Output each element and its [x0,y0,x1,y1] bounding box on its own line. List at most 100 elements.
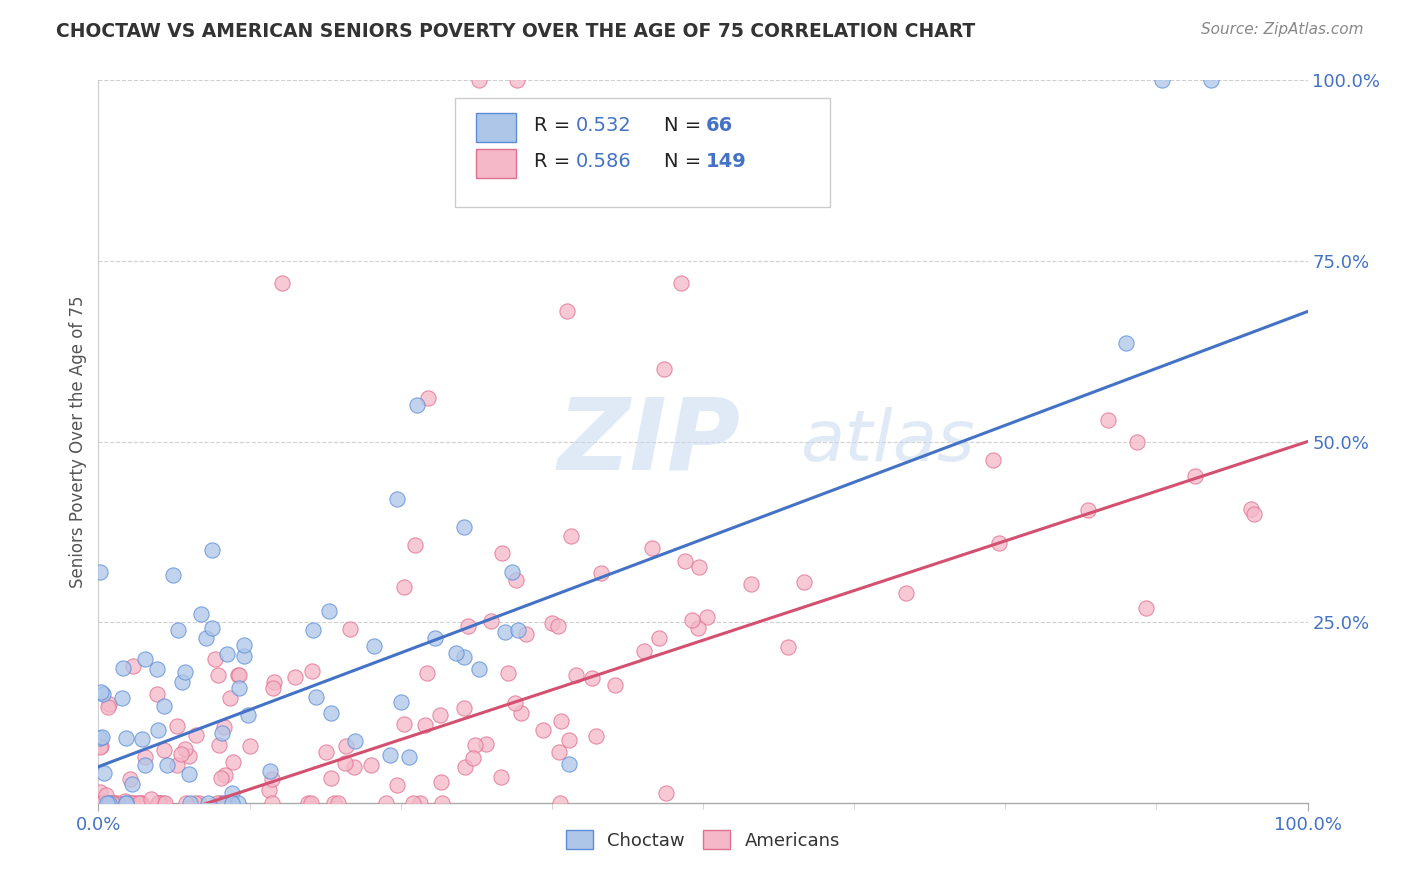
Point [429,708,451,723]
Point [121,777,143,791]
Point [510,706,533,720]
Point [205,796,228,810]
Legend: Choctaw, Americans: Choctaw, Americans [557,822,849,859]
Point [120,796,142,810]
Point [96,796,118,810]
Point [321,772,343,786]
Point [179,796,201,810]
Point [197,796,219,810]
Point [387,778,409,792]
Text: ZIP: ZIP [558,393,741,490]
Point [215,796,238,810]
Point [673,554,696,568]
Text: R =: R = [534,116,576,135]
Point [128,796,150,810]
Point [453,701,475,715]
Point [131,732,153,747]
Point [262,681,284,695]
Point [652,362,675,376]
Point [335,756,357,770]
Point [260,796,283,810]
Point [444,647,467,661]
Point [548,745,571,759]
Point [145,662,167,676]
Point [896,586,918,600]
Point [97,796,120,810]
Point [100,796,122,810]
Point [1126,434,1149,449]
Point [413,718,436,732]
Point [153,698,176,713]
Point [100,796,122,810]
Point [97,697,120,711]
Point [228,681,250,695]
Point [111,691,134,706]
Point [494,624,516,639]
Point [322,796,344,810]
Point [506,73,529,87]
Point [453,650,475,665]
Point [633,644,655,658]
Point [172,675,194,690]
Point [479,615,502,629]
Point [581,671,603,685]
Text: R =: R = [534,152,576,170]
Point [91,796,114,810]
Point [179,767,201,781]
Point [603,678,626,692]
Point [134,758,156,772]
Point [1115,335,1137,350]
Point [115,796,138,810]
Point [90,796,112,810]
Point [284,670,307,684]
Point [190,607,212,621]
Point [981,452,1004,467]
Point [141,792,163,806]
Point [174,665,197,679]
Point [558,732,581,747]
Point [208,796,231,810]
Point [146,687,169,701]
Point [299,796,322,810]
Point [398,749,420,764]
Point [209,796,232,810]
Point [302,624,325,638]
Point [501,565,523,579]
Point [238,707,260,722]
Point [793,574,815,589]
Point [260,772,283,786]
Point [121,659,143,673]
Point [389,695,412,709]
Point [360,758,382,772]
Point [392,716,415,731]
Point [681,613,703,627]
Point [401,796,423,810]
Point [1240,501,1263,516]
Text: 0.532: 0.532 [576,116,631,135]
Point [201,542,224,557]
Point [226,796,249,810]
Point [297,796,319,810]
Point [97,796,120,810]
Point [335,739,357,754]
Point [515,627,537,641]
Point [239,739,262,753]
Point [319,706,342,720]
Point [1199,73,1222,87]
Bar [475,112,516,142]
Point [454,760,477,774]
Y-axis label: Seniors Poverty Over the Age of 75: Seniors Poverty Over the Age of 75 [69,295,87,588]
Point [90,684,112,698]
Point [184,796,207,810]
Point [211,725,233,739]
Point [174,796,197,810]
Point [378,747,401,762]
Point [149,796,172,810]
Point [533,723,555,737]
Point [406,398,429,412]
Point [464,738,486,752]
Point [263,675,285,690]
Point [1243,507,1265,521]
Point [120,772,142,786]
Point [232,649,254,664]
